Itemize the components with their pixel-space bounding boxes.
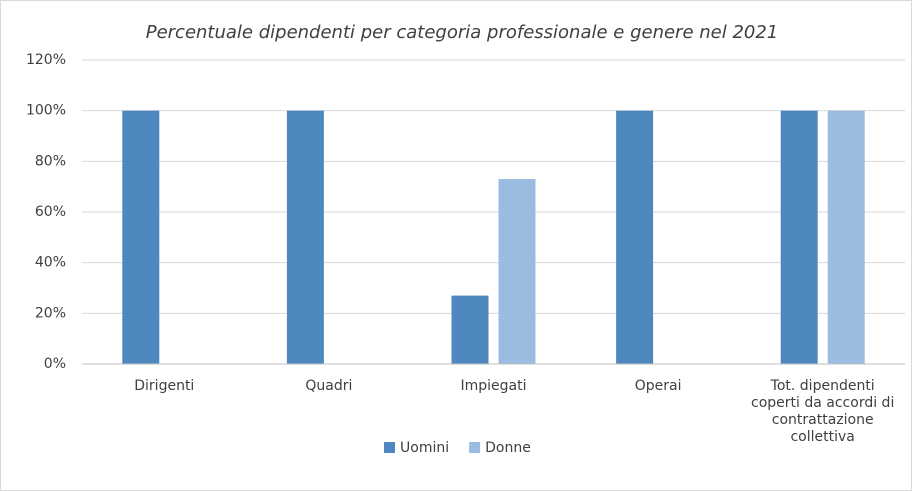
bar bbox=[122, 110, 160, 365]
legend-swatch bbox=[469, 442, 481, 453]
bar bbox=[498, 179, 536, 364]
y-tick-label: 80% bbox=[35, 153, 66, 169]
legend-label: Uomini bbox=[400, 440, 449, 456]
x-tick-label: Quadri bbox=[305, 378, 353, 394]
bar bbox=[780, 110, 818, 365]
y-tick-label: 0% bbox=[44, 356, 66, 372]
y-tick-label: 60% bbox=[35, 204, 66, 220]
bar bbox=[827, 110, 865, 365]
bar bbox=[616, 110, 654, 365]
x-tick-label: Operai bbox=[634, 378, 682, 394]
chart-title: Percentuale dipendenti per categoria pro… bbox=[146, 22, 779, 43]
y-tick-label: 20% bbox=[35, 305, 66, 321]
y-tick-label: 40% bbox=[35, 255, 66, 271]
bar bbox=[286, 110, 324, 365]
x-tick-label: Tot. dipendenti coperti da accordi di co… bbox=[751, 378, 895, 445]
bar bbox=[451, 295, 489, 364]
legend-label: Donne bbox=[485, 440, 531, 456]
x-tick-label: Impiegati bbox=[460, 378, 527, 394]
x-tick-label: Dirigenti bbox=[134, 378, 195, 394]
legend-swatch bbox=[384, 442, 395, 453]
y-tick-label: 120% bbox=[26, 52, 66, 68]
y-tick-label: 100% bbox=[26, 103, 66, 119]
